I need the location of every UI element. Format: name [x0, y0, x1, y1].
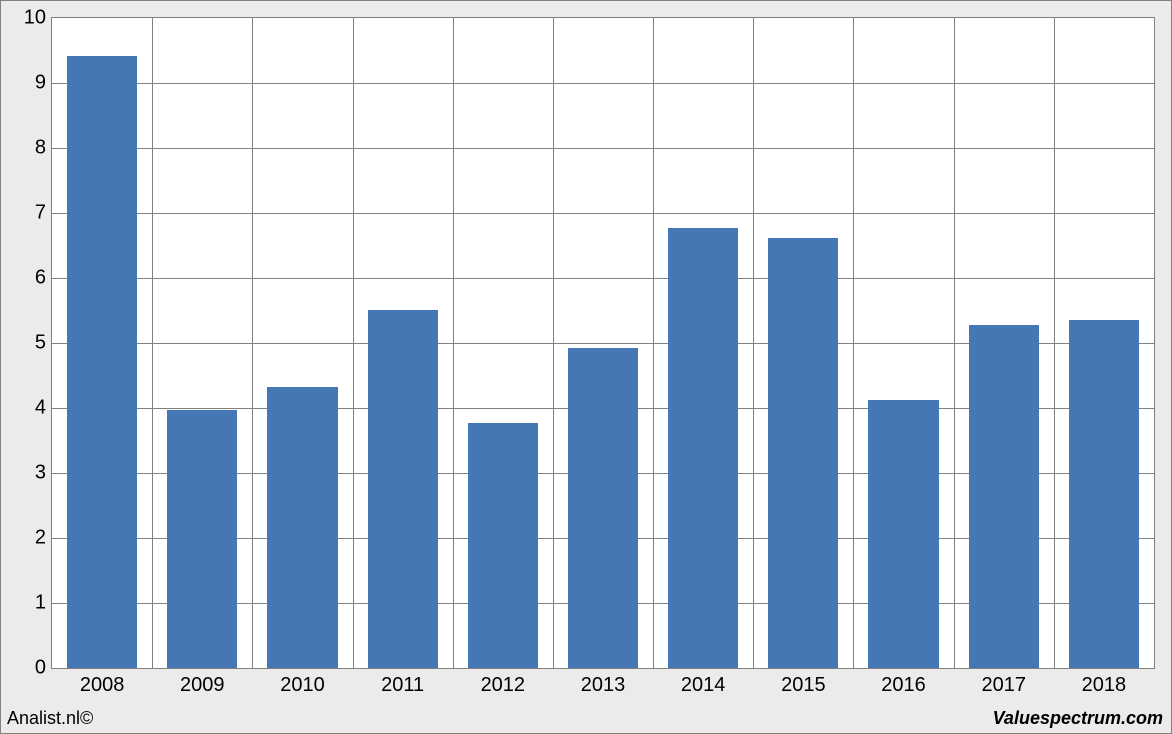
grid-line-vertical — [1054, 18, 1055, 668]
y-axis-tick-label: 2 — [35, 527, 46, 550]
grid-line-horizontal — [52, 148, 1154, 149]
x-axis-tick-label: 2018 — [1082, 674, 1127, 697]
x-axis-tick-label: 2011 — [381, 674, 424, 697]
x-axis-tick-label: 2016 — [881, 674, 926, 697]
y-axis-tick-label: 5 — [35, 332, 46, 355]
bar — [668, 228, 738, 668]
grid-line-horizontal — [52, 83, 1154, 84]
grid-line-horizontal — [52, 278, 1154, 279]
bar — [1069, 320, 1139, 668]
x-axis-tick-label: 2017 — [981, 674, 1026, 697]
grid-line-vertical — [353, 18, 354, 668]
bar — [868, 400, 938, 668]
bar — [969, 325, 1039, 668]
y-axis-tick-label: 8 — [35, 137, 46, 160]
x-axis-tick-label: 2009 — [180, 674, 225, 697]
y-axis-tick-label: 7 — [35, 202, 46, 225]
x-axis-tick-label: 2010 — [280, 674, 325, 697]
grid-line-vertical — [954, 18, 955, 668]
y-axis-tick-label: 6 — [35, 267, 46, 290]
grid-line-vertical — [653, 18, 654, 668]
y-axis-tick-label: 0 — [35, 657, 46, 680]
grid-line-vertical — [252, 18, 253, 668]
bar — [267, 387, 337, 668]
y-axis-tick-label: 1 — [35, 592, 46, 615]
chart-frame: 0 1 2 3 4 5 6 7 8 9 10 2008 2009 2010 2011 2012 2013 2014… — [0, 0, 1172, 734]
bar — [768, 238, 838, 668]
grid-line-vertical — [553, 18, 554, 668]
grid-line-vertical — [152, 18, 153, 668]
grid-line-vertical — [753, 18, 754, 668]
bar — [368, 310, 438, 668]
grid-line-vertical — [853, 18, 854, 668]
plot-wrap: 0 1 2 3 4 5 6 7 8 9 10 2008 2009 2010 2011 2012 2013 2014… — [7, 7, 1165, 703]
bar — [167, 410, 237, 668]
x-axis-tick-label: 2014 — [681, 674, 726, 697]
grid-line-horizontal — [52, 213, 1154, 214]
x-axis-tick-label: 2013 — [581, 674, 626, 697]
y-axis-tick-label: 10 — [24, 7, 46, 30]
bar — [468, 423, 538, 668]
y-axis-tick-label: 4 — [35, 397, 46, 420]
x-axis-tick-label: 2008 — [80, 674, 125, 697]
grid-line-vertical — [453, 18, 454, 668]
footer-right: Valuespectrum.com — [993, 708, 1163, 729]
plot-area: 0123456789102008200920102011201220132014… — [51, 17, 1155, 669]
bar — [67, 56, 137, 668]
y-axis-tick-label: 9 — [35, 72, 46, 95]
x-axis-tick-label: 2012 — [481, 674, 526, 697]
y-axis-tick-label: 3 — [35, 462, 46, 485]
bar — [568, 348, 638, 668]
x-axis-tick-label: 2015 — [781, 674, 826, 697]
footer-left: Analist.nl© — [7, 708, 93, 729]
